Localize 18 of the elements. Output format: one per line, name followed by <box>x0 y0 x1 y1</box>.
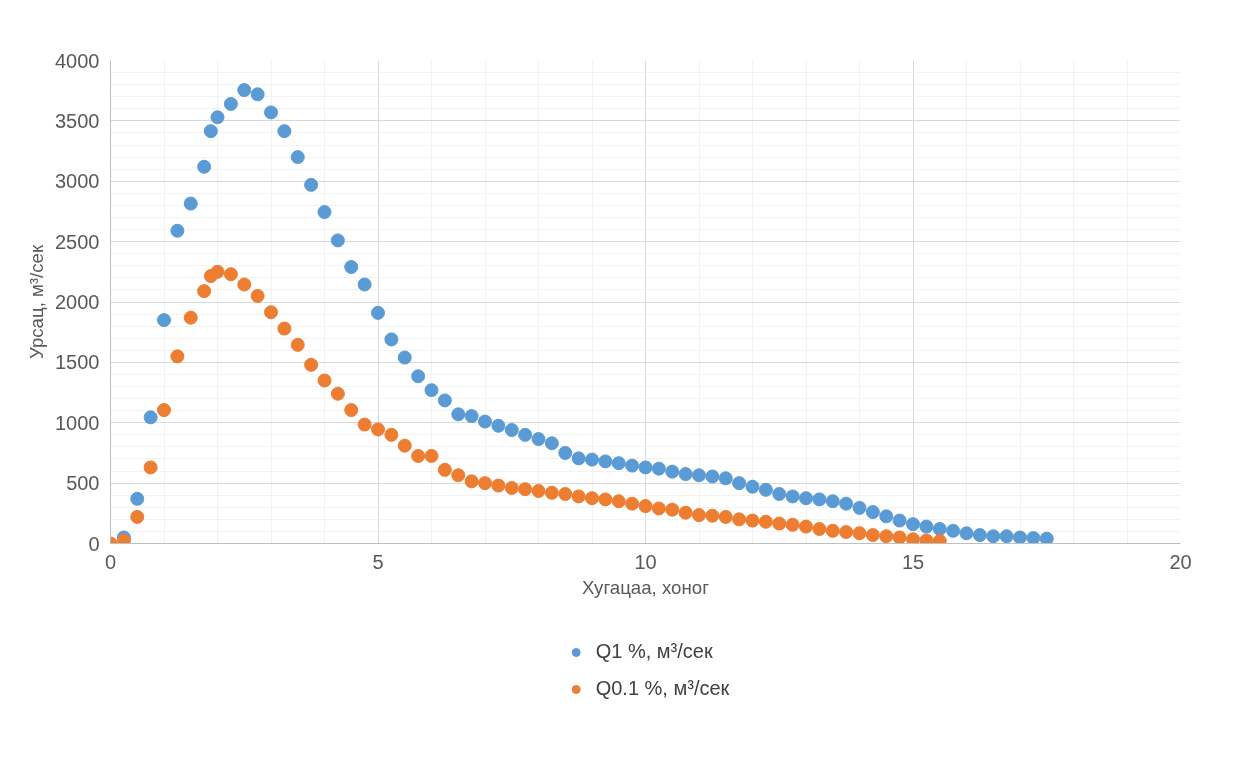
y-tick-label: 500 <box>66 472 100 495</box>
y-axis-title: Урсац, м³/сек <box>26 244 48 360</box>
y-tick-label: 2500 <box>55 230 100 253</box>
x-tick-label: 10 <box>634 550 657 573</box>
x-tick-label: 0 <box>104 550 117 573</box>
y-tick-label: 2000 <box>55 291 100 313</box>
y-tick-label: 1500 <box>55 351 100 374</box>
x-tick-label: 5 <box>372 550 384 573</box>
y-tick-label: 3000 <box>55 170 100 193</box>
legend-label: Q0.1 %, м³/сек <box>595 677 730 700</box>
legend-label: Q1 %, м³/сек <box>595 640 713 663</box>
y-tick-label: 4000 <box>55 49 100 72</box>
x-tick-label: 15 <box>901 550 925 573</box>
y-tick-label: 1000 <box>55 411 100 434</box>
x-tick-label: 20 <box>1169 550 1192 573</box>
y-tick-label: 0 <box>88 532 100 555</box>
y-tick-label: 3500 <box>55 109 100 132</box>
x-axis-title: Хугацаа, хоног <box>582 576 710 598</box>
